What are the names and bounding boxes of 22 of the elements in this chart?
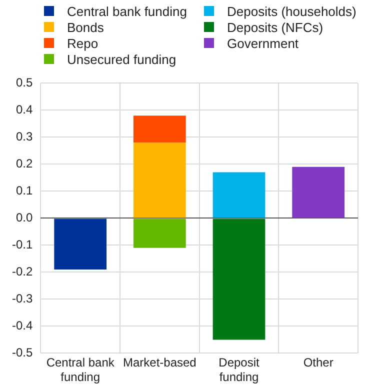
legend-label: Repo: [67, 36, 98, 50]
y-tick-label: -0.4: [12, 318, 33, 333]
x-tick-label: Market-based: [122, 356, 196, 370]
y-tick-label: -0.5: [12, 346, 33, 360]
y-tick-label: 0.5: [16, 76, 33, 90]
x-tick-label: Central bank funding: [46, 356, 116, 384]
y-tick-label: 0.0: [16, 210, 33, 225]
legend-label: Deposits (households): [227, 4, 356, 18]
y-tick-label: 0.4: [16, 102, 33, 117]
y-tick-label: 0.2: [16, 156, 33, 171]
legend-label: Unsecured funding: [67, 52, 176, 66]
legend-label: Government: [227, 36, 299, 50]
legend-label: Bonds: [67, 20, 104, 34]
y-tick-label: -0.1: [12, 238, 33, 252]
y-tick-label: 0.1: [16, 184, 33, 198]
legend-label: Deposits (NFCs): [227, 20, 324, 34]
y-tick-label: -0.3: [12, 292, 33, 306]
y-tick-label: 0.3: [16, 130, 33, 144]
x-tick-label: Deposit funding: [218, 356, 260, 384]
x-tick-label: Other: [303, 356, 334, 370]
y-tick-label: -0.2: [12, 264, 33, 279]
legend-label: Central bank funding: [67, 4, 187, 18]
